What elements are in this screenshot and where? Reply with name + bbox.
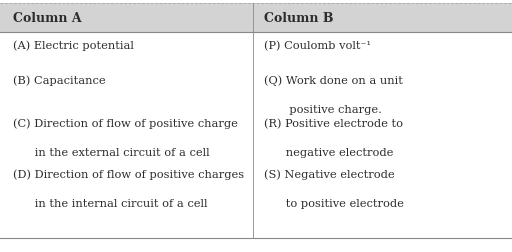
- Text: negative electrode: negative electrode: [264, 147, 393, 158]
- Text: (D) Direction of flow of positive charges: (D) Direction of flow of positive charge…: [13, 169, 244, 179]
- Text: in the external circuit of a cell: in the external circuit of a cell: [13, 147, 209, 158]
- Text: Column B: Column B: [264, 12, 333, 25]
- Text: Column A: Column A: [13, 12, 81, 25]
- Text: positive charge.: positive charge.: [264, 105, 381, 115]
- Text: (R) Positive electrode to: (R) Positive electrode to: [264, 118, 402, 129]
- FancyBboxPatch shape: [0, 4, 512, 33]
- Text: (A) Electric potential: (A) Electric potential: [13, 40, 134, 51]
- Text: (C) Direction of flow of positive charge: (C) Direction of flow of positive charge: [13, 118, 238, 129]
- Text: to positive electrode: to positive electrode: [264, 198, 403, 208]
- Text: (Q) Work done on a unit: (Q) Work done on a unit: [264, 76, 402, 86]
- Text: (S) Negative electrode: (S) Negative electrode: [264, 169, 394, 179]
- Text: in the internal circuit of a cell: in the internal circuit of a cell: [13, 198, 207, 208]
- Text: (B) Capacitance: (B) Capacitance: [13, 76, 105, 86]
- Text: (P) Coulomb volt⁻¹: (P) Coulomb volt⁻¹: [264, 40, 371, 51]
